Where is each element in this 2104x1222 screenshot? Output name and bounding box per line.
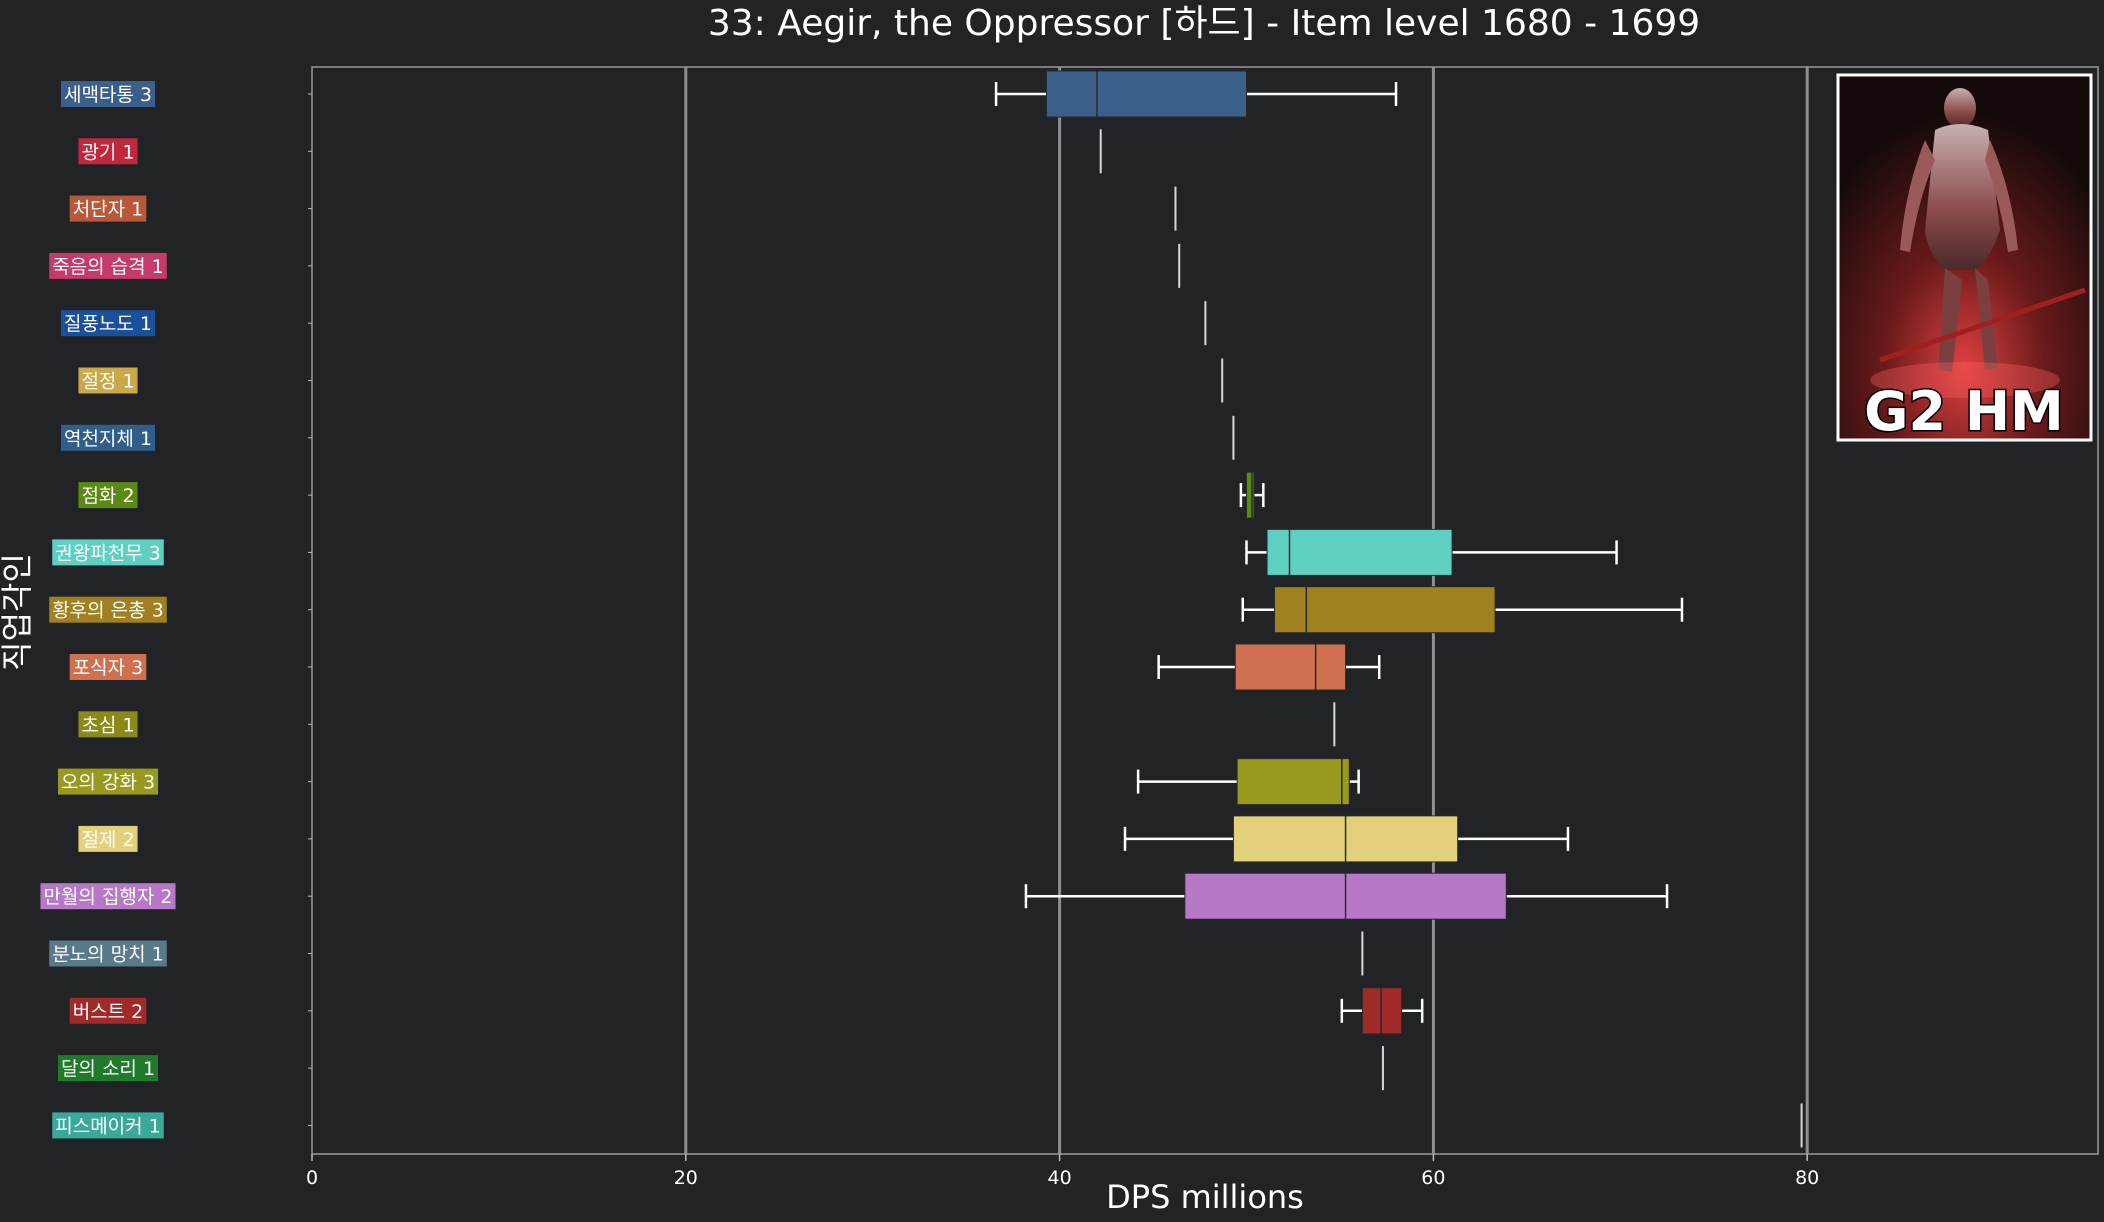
category-label-text: 점화 2 [81,485,134,507]
category-label-bg [57,1055,159,1082]
y-axis-label: 직업각인 [0,553,36,671]
category-label-text: 피스메이커 1 [55,1115,161,1137]
category-label: 피스메이커 1 [52,1112,164,1139]
category-label-bg [52,1112,164,1139]
category-label-bg [69,997,147,1024]
category-label: 질풍노도 1 [60,310,156,337]
category-label-bg [78,711,138,738]
category-label: 분노의 망치 1 [49,940,167,967]
category-label-text: 광기 1 [81,141,134,163]
category-label: 버스트 2 [69,997,147,1024]
box-14 [1024,872,1669,920]
category-label-text: 질풍노도 1 [64,313,152,335]
category-label-bg [40,883,176,910]
category-label-text: 포식자 3 [73,657,144,679]
box-7 [1239,471,1265,519]
chart-title: 33: Aegir, the Oppressor [하드] - Item lev… [708,3,1700,44]
iqr-box [1246,471,1255,519]
boxplot-series [994,70,1803,1148]
category-label: 포식자 3 [69,654,147,680]
x-tick-label: 60 [1421,1167,1445,1189]
boss-portrait: G2 HM [1836,73,2093,445]
category-label: 절정 1 [78,367,138,394]
boss-badge-text: G2 HM [1864,380,2064,443]
box-9 [1241,586,1684,634]
category-label-bg [49,252,167,279]
category-label-bg [60,81,156,107]
category-label-bg [60,310,156,337]
category-label-text: 처단자 1 [73,199,144,221]
category-label-text: 절제 2 [81,829,134,851]
box-0 [994,70,1398,118]
category-label-bg [49,596,167,623]
category-label-text: 오의 강화 3 [61,772,155,794]
category-label-text: 절정 1 [81,371,134,393]
category-label-bg [52,539,164,566]
box-13 [1123,815,1570,863]
category-label-bg [78,825,138,852]
iqr-box [1361,987,1403,1035]
category-label: 절제 2 [78,825,138,852]
category-label-bg [49,940,167,967]
iqr-box [1236,758,1350,806]
category-label-text: 버스트 2 [73,1001,144,1023]
category-label: 점화 2 [78,482,138,509]
category-label-text: 권왕파천무 3 [55,542,161,564]
category-label-text: 초심 1 [81,714,134,736]
y-axis-category-labels: 세맥타통 3 광기 1 처단자 1 죽음의 습격 1 질풍노도 1 절정 1 역천지체 1 점… [40,81,312,1139]
category-label-bg [78,367,138,394]
x-axis-label: DPS millions [1106,1178,1304,1216]
iqr-box [1274,586,1496,634]
category-label-text: 만월의 집행자 2 [43,886,172,908]
category-label-text: 분노의 망치 1 [52,944,164,966]
category-label-text: 세맥타통 3 [64,84,152,106]
iqr-box [1046,70,1247,118]
category-label: 권왕파천무 3 [52,539,164,566]
box-16 [1340,987,1424,1035]
category-label: 광기 1 [78,138,138,165]
category-label-bg [60,424,156,451]
category-label: 오의 강화 3 [57,768,159,795]
box-10 [1157,643,1381,691]
x-axis-tick-labels: 0 20 40 60 80 [306,1154,1819,1189]
category-label-bg [78,482,138,509]
category-label: 죽음의 습격 1 [49,252,167,279]
iqr-box [1234,643,1347,691]
category-label-bg [57,768,159,795]
category-label: 역천지체 1 [60,424,156,451]
category-label: 황후의 은총 3 [49,596,167,623]
category-label-bg [78,138,138,165]
x-tick-label: 80 [1795,1167,1819,1189]
x-tick-label: 40 [1048,1167,1072,1189]
category-label: 달의 소리 1 [57,1055,159,1082]
x-tick-label: 0 [306,1167,318,1189]
x-tick-label: 20 [674,1167,698,1189]
boss-figure-icon [1870,88,2086,398]
category-label-text: 달의 소리 1 [61,1058,155,1080]
plot-area-frame [311,66,2099,1155]
category-label: 초심 1 [78,711,138,738]
category-label-bg [69,654,147,680]
category-label-bg [69,195,147,222]
iqr-box [1266,528,1453,576]
category-label-text: 황후의 은총 3 [52,600,164,622]
category-label: 만월의 집행자 2 [40,883,176,910]
box-12 [1136,758,1360,806]
category-label-text: 역천지체 1 [64,428,152,450]
category-label: 처단자 1 [69,195,147,222]
box-8 [1245,528,1618,576]
category-label-text: 죽음의 습격 1 [52,256,164,278]
category-label: 세맥타통 3 [60,81,156,107]
